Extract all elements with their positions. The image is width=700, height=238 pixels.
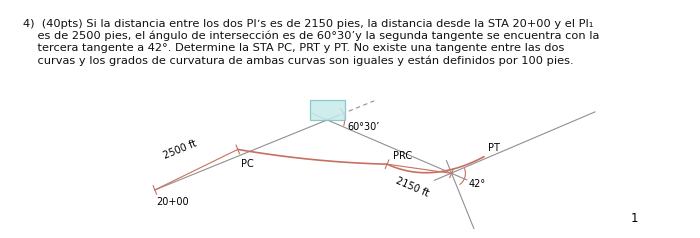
Text: 42°: 42° (468, 179, 485, 189)
Text: PT: PT (487, 143, 499, 153)
Text: 2150 ft: 2150 ft (394, 176, 430, 199)
Text: 1: 1 (630, 212, 638, 225)
Text: tercera tangente a 42°. Determine la STA PC, PRT y PT. No existe una tangente en: tercera tangente a 42°. Determine la STA… (23, 43, 564, 53)
Text: 2500 ft: 2500 ft (162, 138, 198, 160)
Text: curvas y los grados de curvatura de ambas curvas son iguales y están definidos p: curvas y los grados de curvatura de amba… (23, 56, 574, 66)
Text: es de 2500 pies, el ángulo de intersección es de 60°30’y la segunda tangente se : es de 2500 pies, el ángulo de intersecci… (23, 31, 599, 41)
FancyBboxPatch shape (309, 100, 344, 120)
Text: 60°30’: 60°30’ (347, 122, 380, 132)
Text: PC: PC (241, 159, 254, 169)
Text: 20+00: 20+00 (157, 197, 189, 207)
Text: PRC: PRC (393, 151, 412, 161)
Text: 4)  (40pts) Si la distancia entre los dos PIʼs es de 2150 pies, la distancia des: 4) (40pts) Si la distancia entre los dos… (23, 19, 594, 29)
